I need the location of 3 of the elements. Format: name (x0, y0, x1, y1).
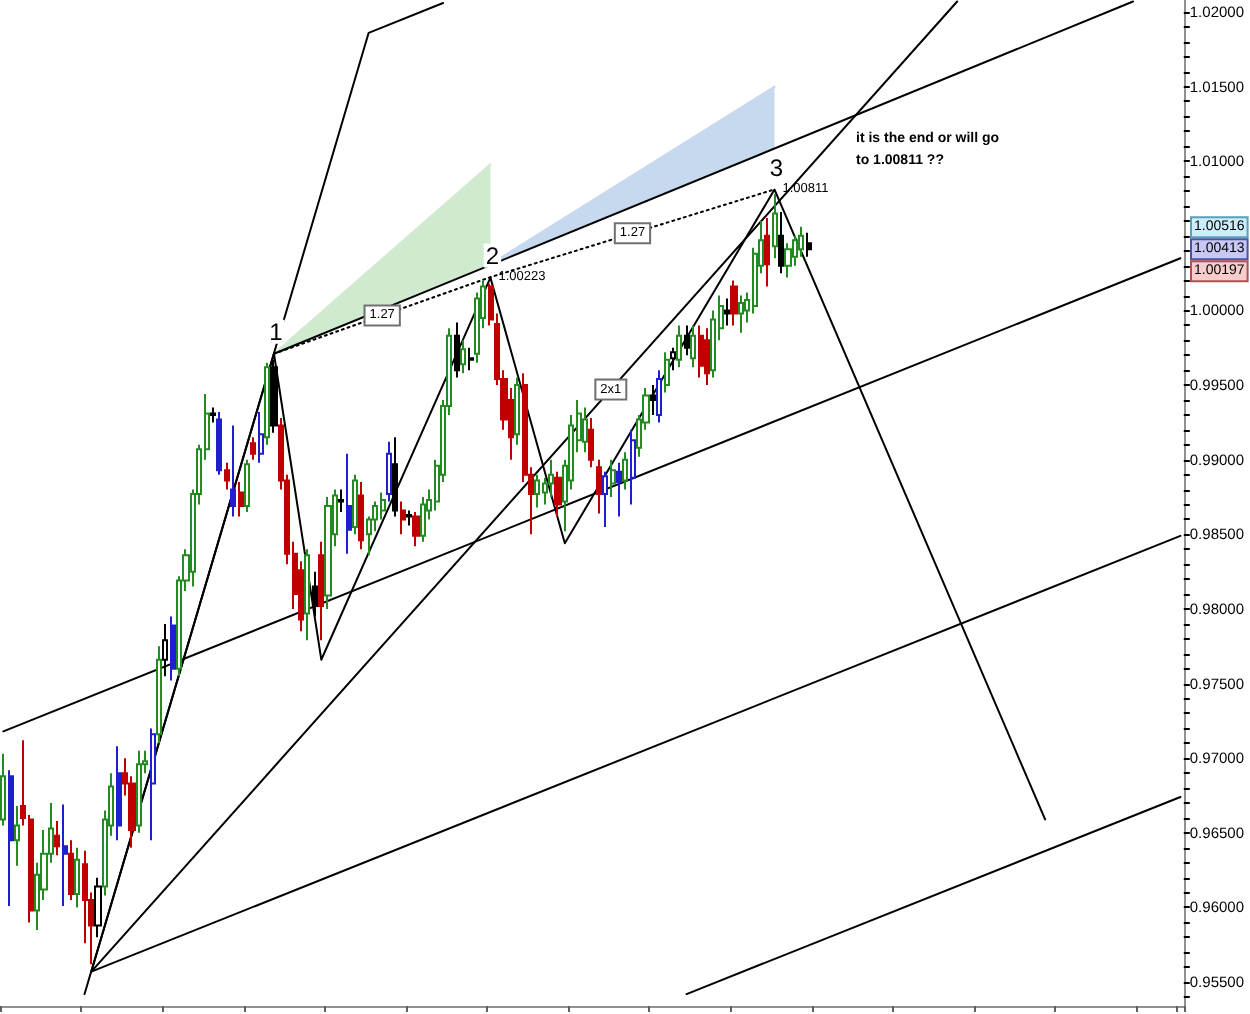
annotation: 2 (485, 241, 500, 270)
annotation: 3 (769, 153, 784, 182)
annotation: 1 (269, 317, 284, 346)
